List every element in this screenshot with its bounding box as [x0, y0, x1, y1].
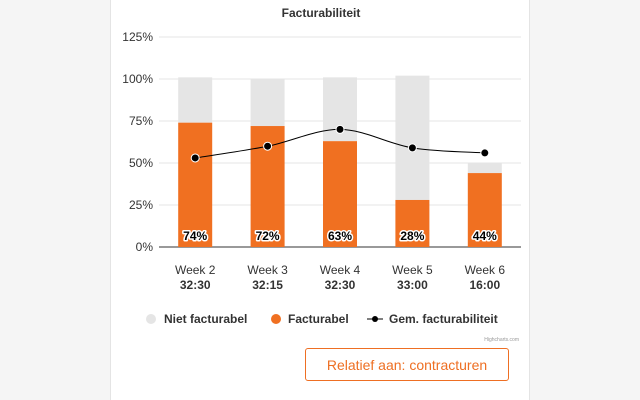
highcharts-credits[interactable]: Highcharts.com — [484, 337, 519, 343]
legend-symbol-facturabel[interactable] — [271, 314, 281, 324]
x-category-label: Week 2 — [175, 263, 216, 277]
bar-facturabel[interactable] — [323, 141, 357, 247]
bar-facturabel[interactable] — [467, 173, 502, 247]
bar-niet-facturabel[interactable] — [395, 75, 430, 200]
chart-title: Facturabiliteit — [282, 6, 361, 20]
line-point[interactable] — [190, 153, 200, 163]
line-point[interactable] — [407, 143, 417, 153]
x-category-hours: 16:00 — [469, 278, 500, 292]
legend-item-gem-facturabiliteit[interactable]: Gem. facturabiliteit — [389, 312, 498, 326]
bar-data-label: 44% — [473, 229, 497, 243]
legend-symbol-gem-facturabiliteit[interactable] — [372, 316, 378, 322]
y-tick-label: 50% — [129, 156, 153, 170]
legend-symbol-niet-facturabel[interactable] — [146, 314, 156, 324]
facturabiliteit-chart: Facturabiliteit 125% 100% 75% 50% 25% 0% 74% 7… — [122, 6, 521, 343]
bar-niet-facturabel[interactable] — [178, 77, 213, 123]
bar-data-label: 28% — [400, 229, 424, 243]
x-category-label: Week 4 — [320, 263, 361, 277]
bar-data-label: 63% — [328, 229, 352, 243]
bar-data-label: 72% — [256, 229, 280, 243]
bar-facturabel[interactable] — [178, 122, 213, 247]
y-tick-label: 75% — [129, 114, 153, 128]
line-point[interactable] — [480, 148, 490, 158]
y-tick-label: 125% — [122, 30, 153, 44]
relatief-aan-button[interactable]: Relatief aan: contracturen — [305, 348, 509, 381]
x-category-label: Week 6 — [465, 263, 506, 277]
bar-data-label: 74% — [183, 229, 207, 243]
chart-card: Facturabiliteit 125% 100% 75% 50% 25% 0% 74% 7… — [110, 0, 530, 400]
y-tick-label: 25% — [129, 198, 153, 212]
bar-niet-facturabel[interactable] — [250, 79, 285, 127]
legend-item-niet-facturabel[interactable]: Niet facturabel — [164, 312, 247, 326]
x-category-hours: 33:00 — [397, 278, 428, 292]
x-category-hours: 32:30 — [180, 278, 211, 292]
y-tick-label: 100% — [122, 72, 153, 86]
line-point[interactable] — [335, 124, 345, 134]
x-category-label: Week 3 — [247, 263, 288, 277]
bar-facturabel[interactable] — [395, 199, 430, 247]
x-category-label: Week 5 — [392, 263, 433, 277]
x-category-hours: 32:30 — [325, 278, 356, 292]
legend-item-facturabel[interactable]: Facturabel — [288, 312, 349, 326]
bar-niet-facturabel[interactable] — [467, 163, 502, 174]
x-category-hours: 32:15 — [252, 278, 283, 292]
line-point[interactable] — [263, 141, 273, 151]
y-tick-label: 0% — [136, 240, 154, 254]
